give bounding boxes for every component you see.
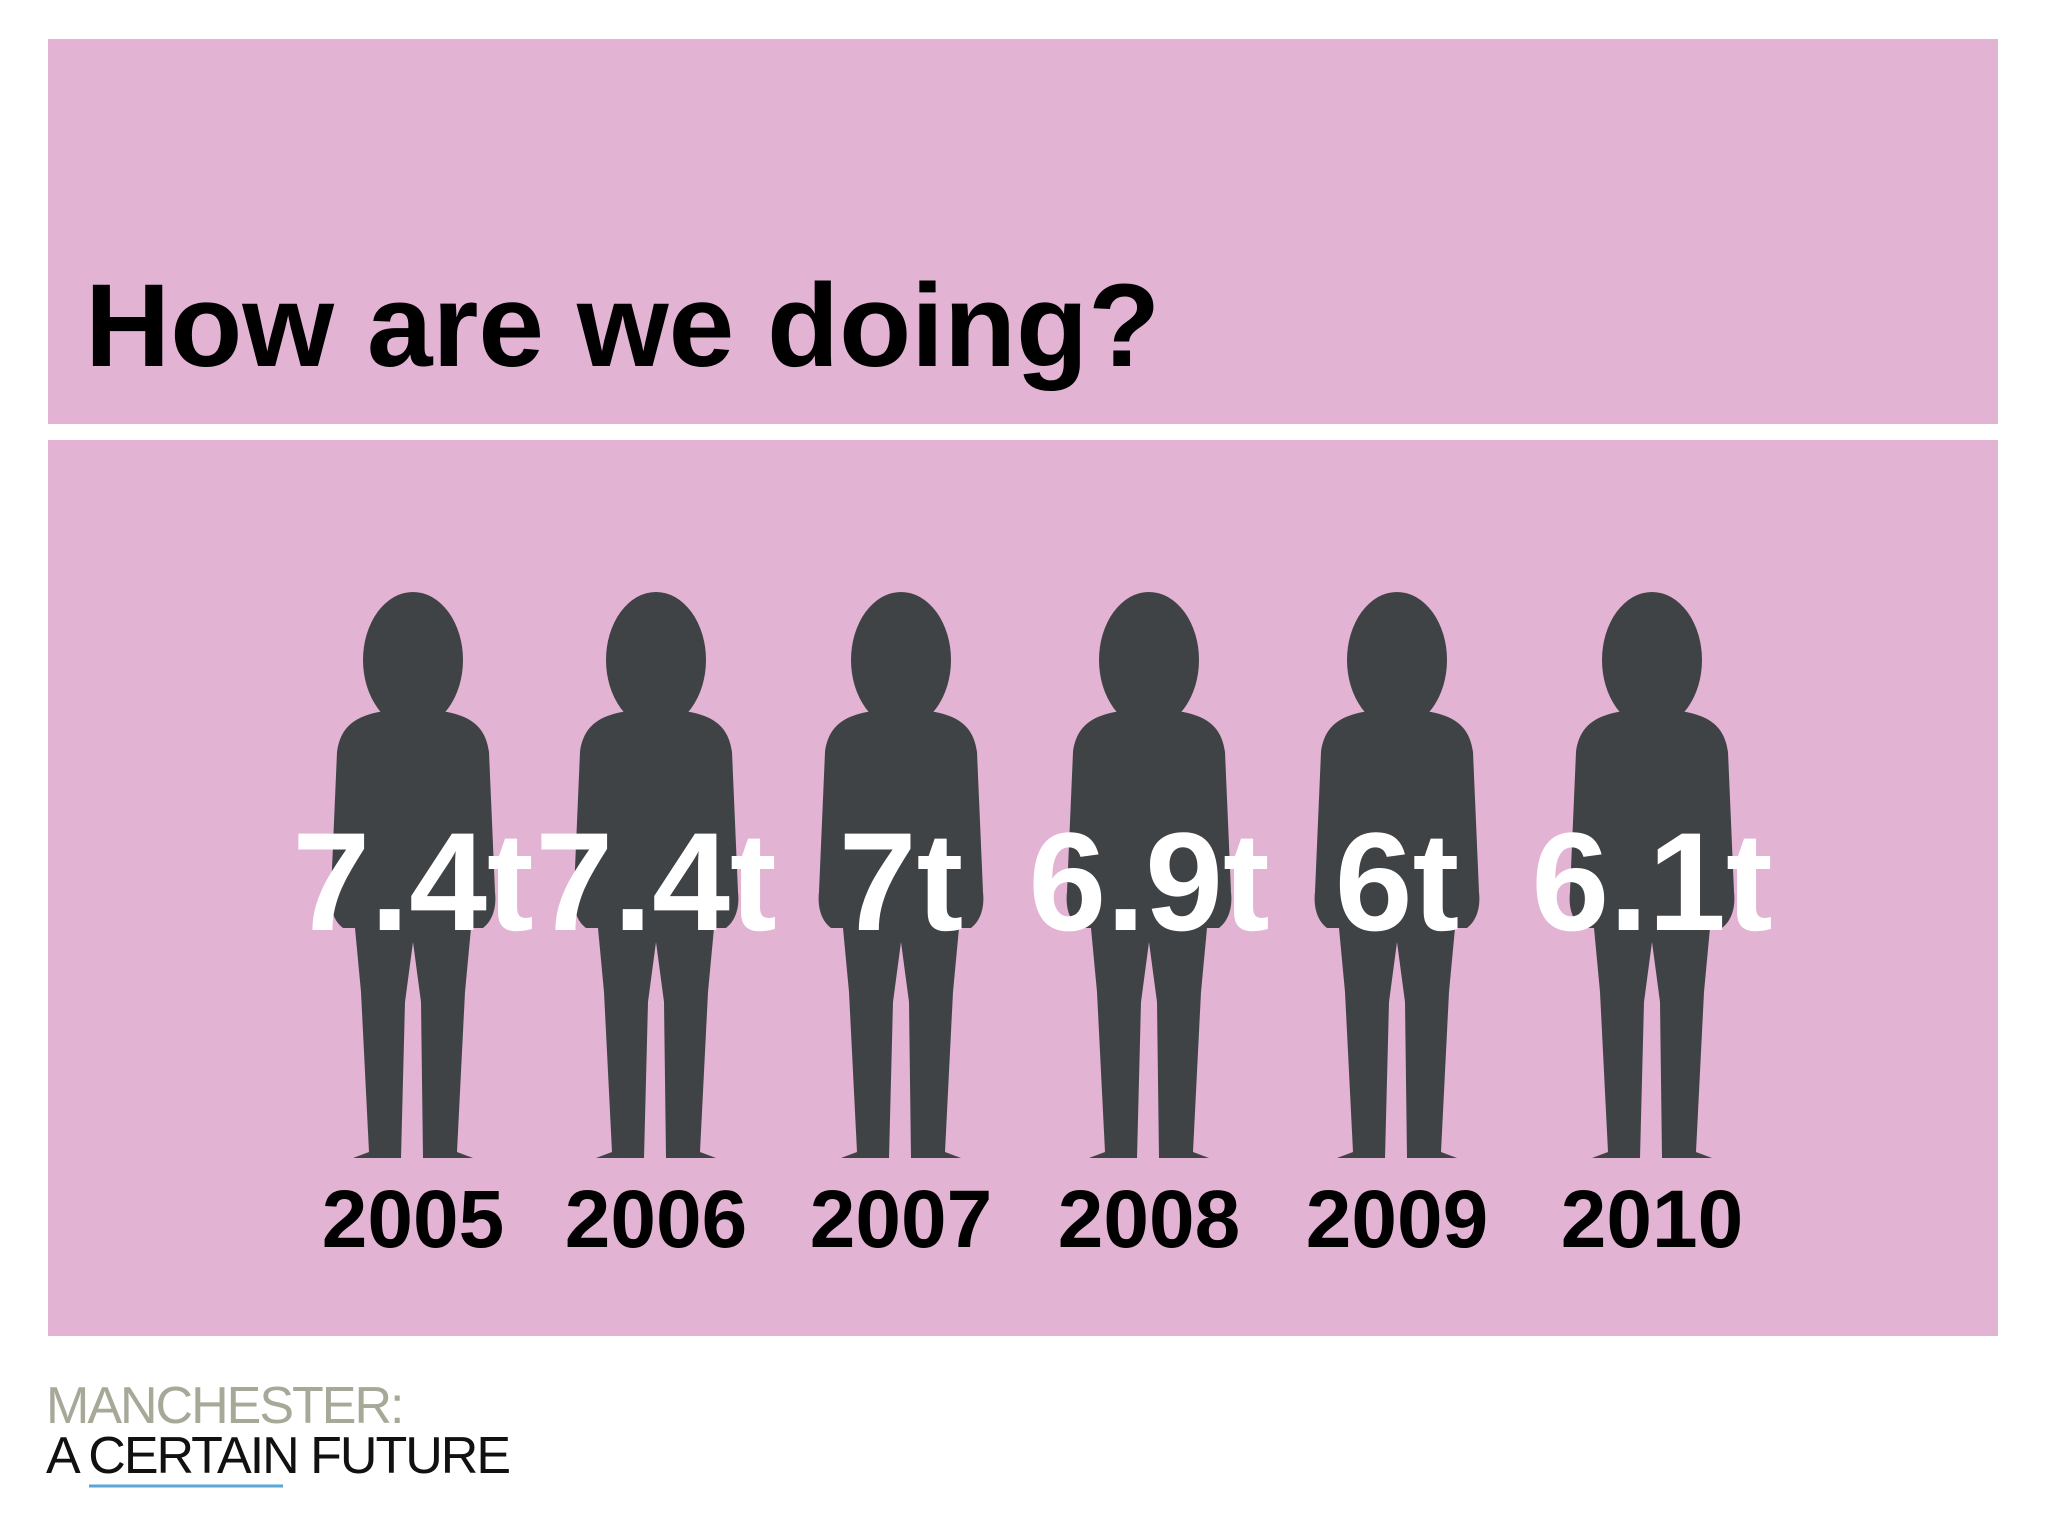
year-label: 2009 bbox=[1306, 1174, 1488, 1265]
title-panel bbox=[48, 39, 1998, 424]
year-label: 2006 bbox=[565, 1174, 747, 1265]
value-label: 6.9t bbox=[1028, 803, 1269, 960]
value-label: 6t bbox=[1335, 803, 1459, 960]
figures: 7.4t 2005 7.4t 2006 7t 2007 6.9t 2008 6t 2009 6.1t… bbox=[292, 592, 1773, 1265]
value-label: 7.4t bbox=[292, 803, 533, 960]
year-label: 2010 bbox=[1561, 1174, 1743, 1265]
value-label: 7t bbox=[839, 803, 963, 960]
value-label: 7.4t bbox=[535, 803, 776, 960]
title: How are we doing? bbox=[85, 260, 1160, 392]
footer-line2: A CERTAIN FUTURE bbox=[46, 1427, 509, 1485]
value-label: 6.1t bbox=[1531, 803, 1772, 960]
year-label: 2007 bbox=[810, 1174, 992, 1265]
year-label: 2008 bbox=[1058, 1174, 1240, 1265]
footer-line1: MANCHESTER: bbox=[46, 1377, 402, 1435]
year-label: 2005 bbox=[322, 1174, 504, 1265]
